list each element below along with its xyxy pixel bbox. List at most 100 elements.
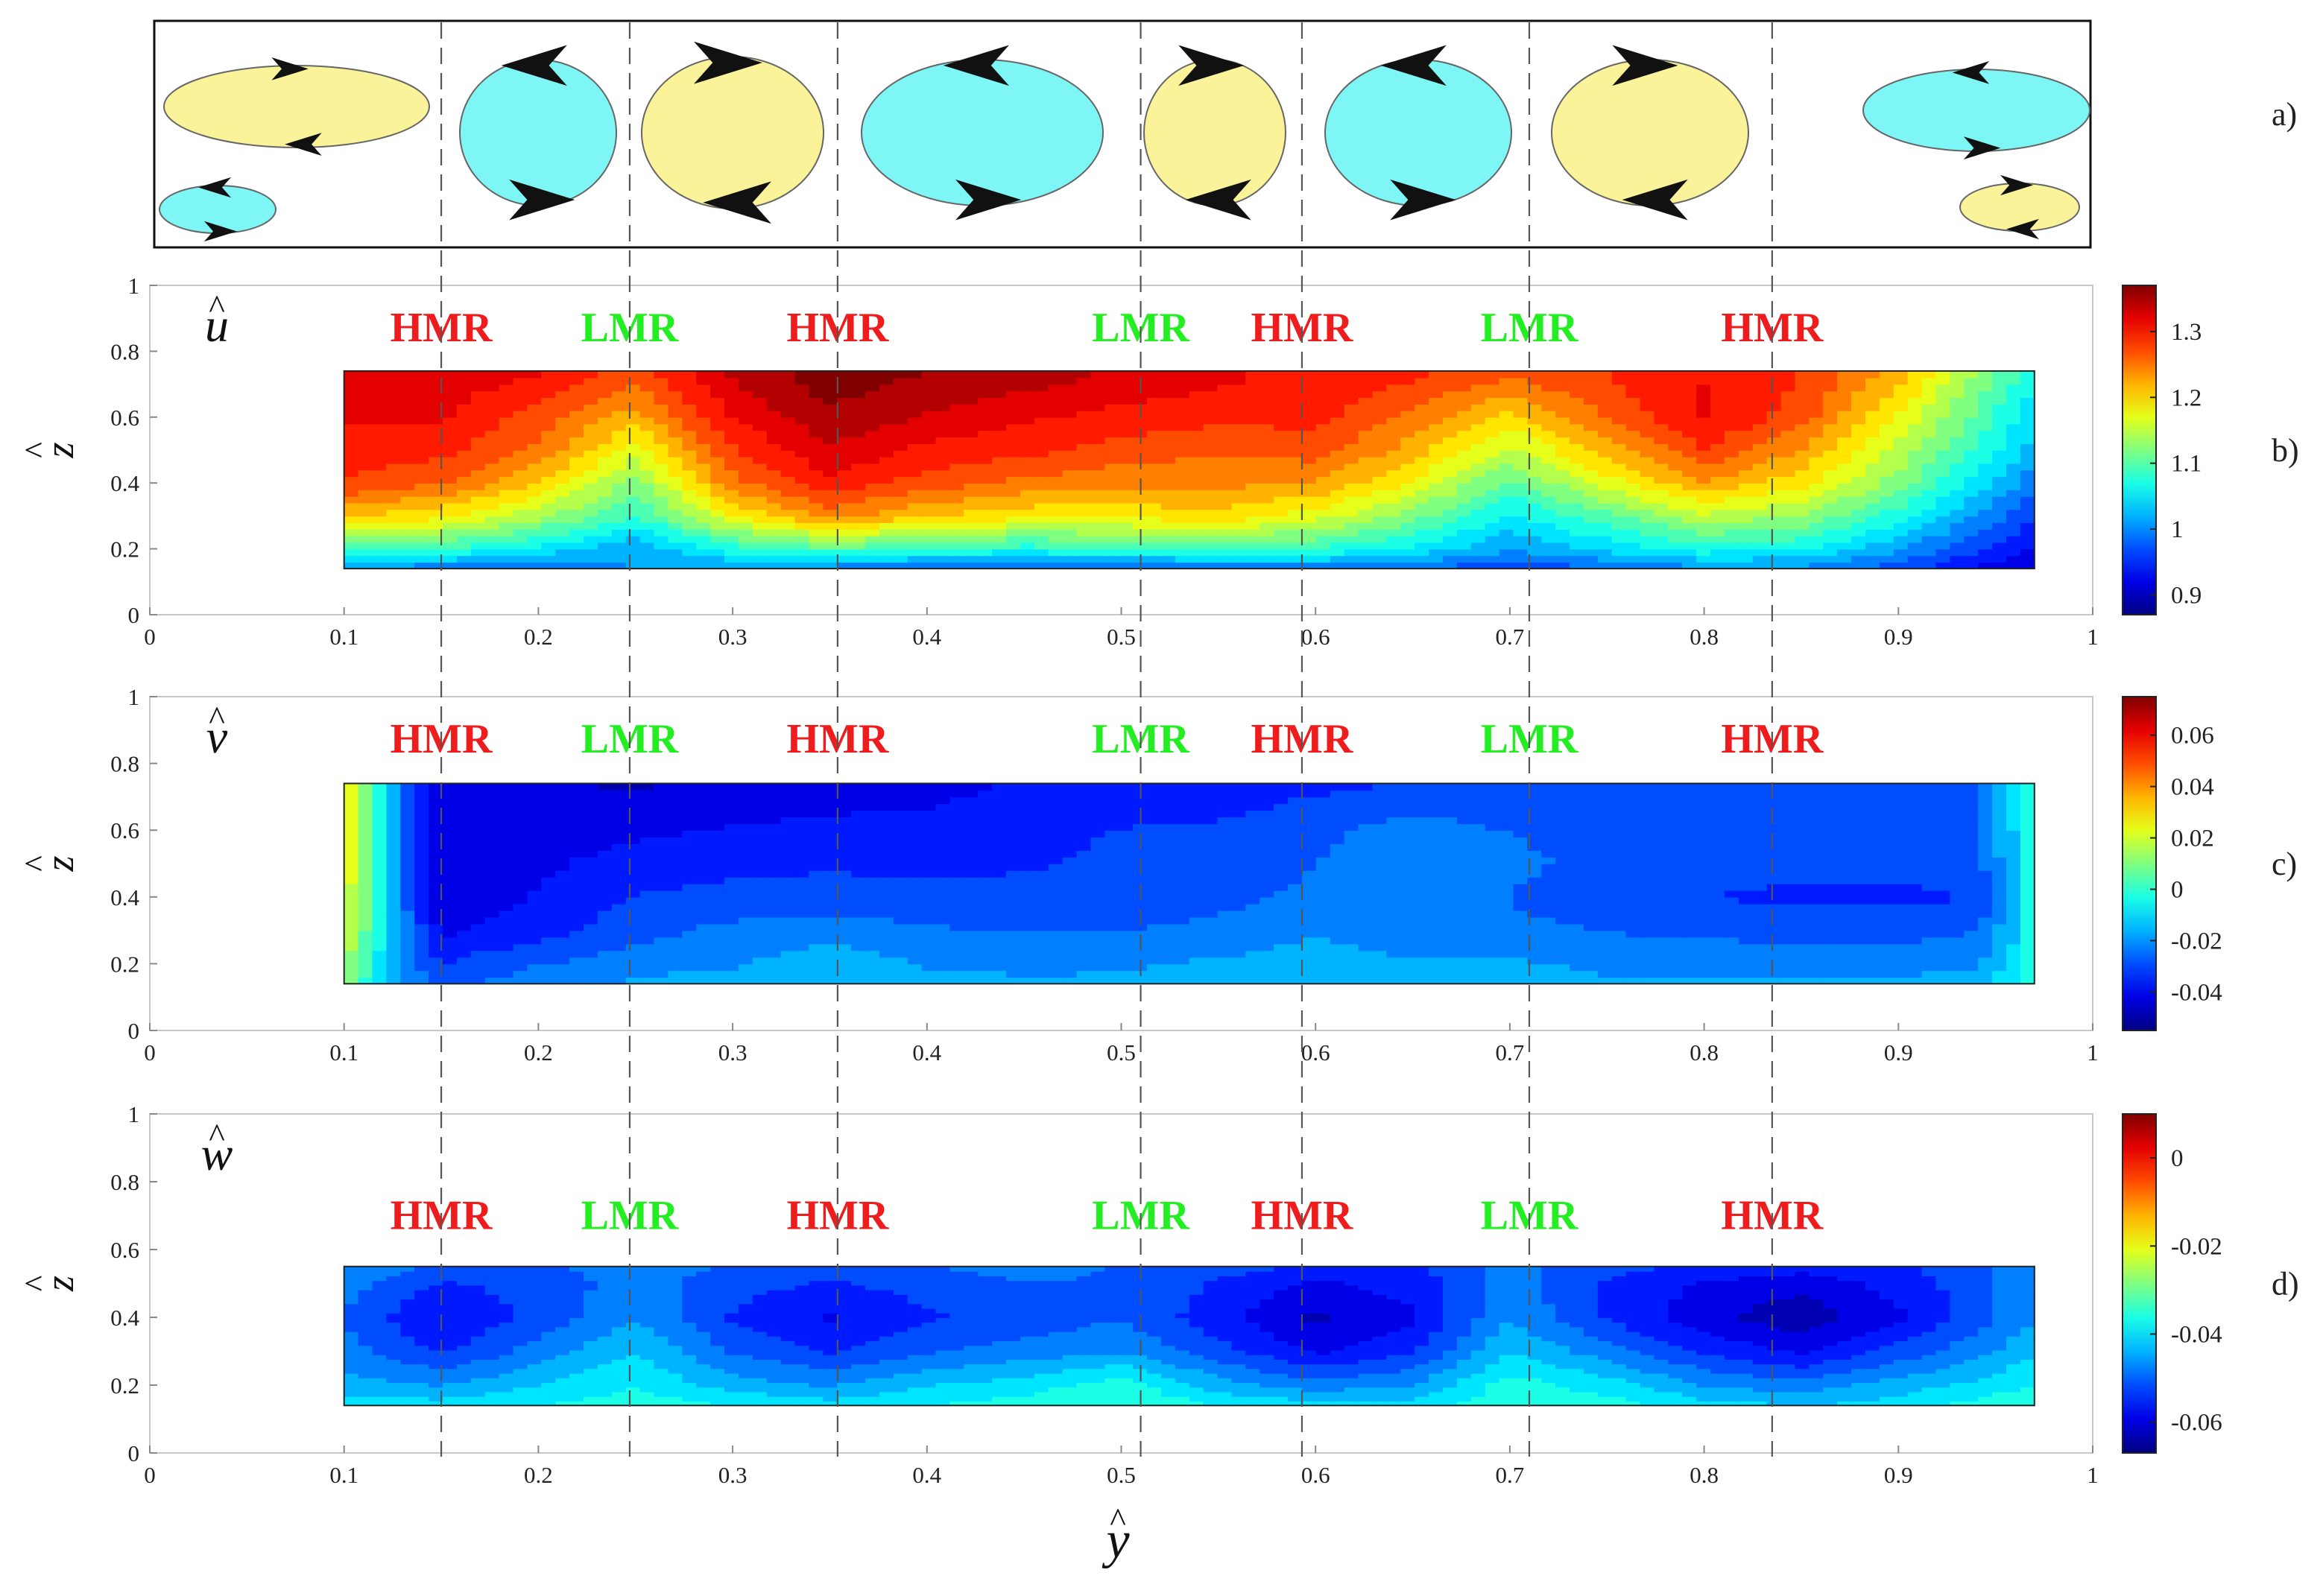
heatmap-cell xyxy=(1175,483,1190,490)
heatmap-cell xyxy=(1570,450,1584,457)
heatmap-cell xyxy=(992,977,1007,985)
heatmap-cell xyxy=(1893,916,1909,925)
heatmap-cell xyxy=(1935,943,1951,951)
heatmap-cell xyxy=(1809,495,1824,504)
heatmap-cell xyxy=(1809,502,1824,510)
heatmap-cell xyxy=(555,463,570,471)
colorbar-tick-label: 1.2 xyxy=(2171,384,2202,411)
heatmap-cell xyxy=(1879,970,1894,978)
heatmap-cell xyxy=(1274,456,1289,464)
heatmap-cell xyxy=(949,377,965,385)
heatmap-cell xyxy=(541,404,557,411)
heatmap-cell xyxy=(541,450,557,457)
heatmap-cell xyxy=(794,522,810,530)
heatmap-cell xyxy=(1865,516,1880,524)
heatmap-cell xyxy=(1372,370,1388,379)
heatmap-cell xyxy=(865,495,880,504)
heatmap-cell xyxy=(1203,509,1219,517)
heatmap-cell xyxy=(851,404,866,411)
heatmap-cell xyxy=(1274,495,1289,504)
heatmap-cell xyxy=(597,423,613,431)
heatmap-cell xyxy=(584,542,598,550)
heatmap-cell xyxy=(1358,937,1374,945)
heatmap-cell xyxy=(1274,509,1289,517)
heatmap-cell xyxy=(935,490,951,497)
heatmap-cell xyxy=(611,377,627,385)
heatmap-cell xyxy=(752,542,768,550)
heatmap-cell xyxy=(992,502,1007,510)
heatmap-cell xyxy=(1668,977,1684,985)
heatmap-cell xyxy=(1358,443,1374,451)
heatmap-cell xyxy=(1160,943,1176,951)
heatmap-cell xyxy=(1400,495,1415,504)
heatmap-cell xyxy=(1330,450,1345,457)
heatmap-cell xyxy=(414,495,429,504)
heatmap-cell xyxy=(1682,937,1697,945)
heatmap-cell xyxy=(1597,390,1613,399)
heatmap-cell xyxy=(1837,377,1852,385)
heatmap-cell xyxy=(1809,943,1824,951)
heatmap-cell xyxy=(400,495,415,504)
heatmap-cell xyxy=(682,910,698,918)
heatmap-cell xyxy=(1696,943,1711,951)
heatmap-cell xyxy=(541,562,557,569)
heatmap-cell xyxy=(865,923,880,931)
heatmap-cell xyxy=(584,404,598,411)
heatmap-cell xyxy=(2006,529,2021,536)
heatmap-cell xyxy=(837,476,852,484)
heatmap-cell xyxy=(513,977,528,985)
heatmap-cell xyxy=(470,937,486,945)
heatmap-cell xyxy=(1640,417,1655,425)
heatmap-cell xyxy=(1456,522,1472,530)
heatmap-cell xyxy=(429,930,443,938)
heatmap-cell xyxy=(1048,384,1063,392)
heatmap-cell xyxy=(1950,404,1965,411)
heatmap-cell xyxy=(780,469,796,478)
heatmap-cell xyxy=(386,410,402,418)
heatmap-cell xyxy=(1274,542,1289,550)
heatmap-cell xyxy=(921,957,937,965)
heatmap-cell xyxy=(1950,916,1965,925)
heatmap-cell xyxy=(1935,456,1951,464)
heatmap-cell xyxy=(1682,483,1697,490)
heatmap-cell xyxy=(696,910,711,918)
heatmap-cell xyxy=(1809,456,1824,464)
heatmap-cell xyxy=(724,397,739,405)
heatmap-cell xyxy=(893,516,908,524)
heatmap-cell xyxy=(1668,509,1684,517)
heatmap-cell xyxy=(1570,923,1584,931)
heatmap-cell xyxy=(344,957,359,965)
heatmap-cell xyxy=(484,548,500,557)
heatmap-cell xyxy=(625,522,641,530)
heatmap-cell xyxy=(1555,555,1570,563)
heatmap-cell xyxy=(429,384,443,392)
heatmap-cell xyxy=(1710,522,1725,530)
heatmap-cell xyxy=(386,930,402,938)
heatmap-cell xyxy=(766,529,782,536)
heatmap-cell xyxy=(527,509,543,517)
heatmap-cell xyxy=(611,490,627,497)
heatmap-cell xyxy=(1499,469,1514,478)
heatmap-cell xyxy=(964,535,979,543)
heatmap-cell xyxy=(1625,509,1641,517)
heatmap-cell xyxy=(541,970,557,978)
heatmap-cell xyxy=(1513,509,1529,517)
heatmap-cell xyxy=(625,516,641,524)
heatmap-cell xyxy=(499,977,514,985)
heatmap-cell xyxy=(1358,516,1374,524)
heatmap-cell xyxy=(2006,377,2021,385)
heatmap-cell xyxy=(443,562,458,569)
heatmap-cell xyxy=(569,490,584,497)
vortex-body xyxy=(459,59,617,206)
heatmap-cell xyxy=(1048,476,1063,484)
heatmap-cell xyxy=(1048,963,1063,972)
heatmap-cell xyxy=(1893,463,1909,471)
heatmap-cell xyxy=(541,483,557,490)
heatmap-cell xyxy=(696,937,711,945)
heatmap-cell xyxy=(555,476,570,484)
heatmap-cell xyxy=(1865,977,1880,985)
heatmap-cell xyxy=(1372,495,1388,504)
heatmap-cell xyxy=(597,404,613,411)
heatmap-cell xyxy=(1668,535,1684,543)
heatmap-cell xyxy=(1555,443,1570,451)
